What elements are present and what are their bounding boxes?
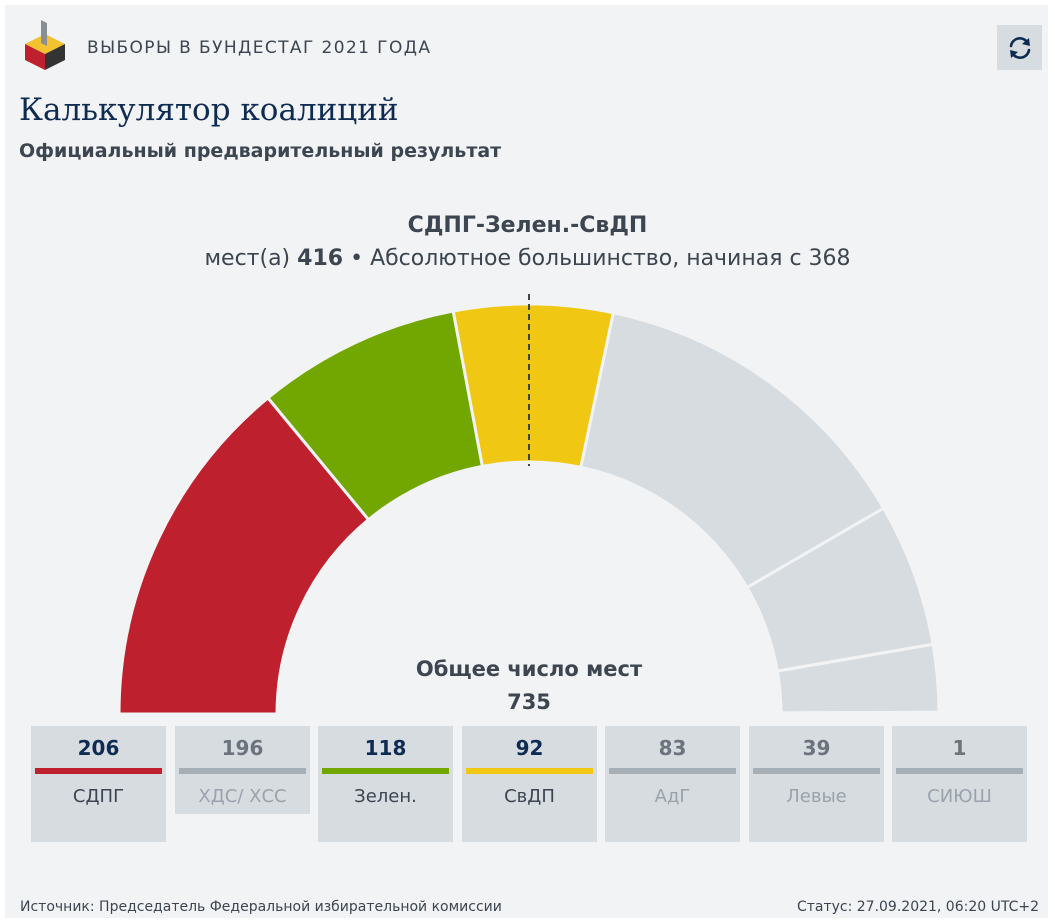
party-seats: 206 xyxy=(77,736,120,760)
party-name: Левые xyxy=(786,786,847,807)
party-color-bar xyxy=(609,768,736,774)
party-card-greens[interactable]: 118 Зелен. xyxy=(318,726,453,842)
party-card-fdp[interactable]: 92 СвДП xyxy=(462,726,597,842)
party-name: АдГ xyxy=(654,786,691,807)
party-name: СДПГ xyxy=(72,786,125,807)
footer-status: Статус: 27.09.2021, 06:20 UTC+2 xyxy=(796,899,1039,915)
seat-arc-СДПГ[interactable] xyxy=(117,395,371,716)
coalition-info: мест(а) 416 • Абсолютное большинство, на… xyxy=(0,246,1055,271)
footer-source: Источник: Председатель Федеральной избир… xyxy=(20,899,502,915)
coalition-seats: 416 xyxy=(297,246,344,271)
party-seats: 83 xyxy=(658,736,687,760)
party-card-left[interactable]: 39 Левые xyxy=(749,726,884,842)
party-seats: 1 xyxy=(952,736,967,760)
party-card-cdu-csu[interactable]: 196 ХДС/ ХСС xyxy=(175,726,310,814)
party-card-spd[interactable]: 206 СДПГ xyxy=(31,726,166,842)
seat-arc-ХДС/ ХСС[interactable] xyxy=(579,311,886,590)
page-subtitle: Официальный предварительный результат xyxy=(19,140,502,162)
party-color-bar xyxy=(179,768,306,774)
party-seats: 92 xyxy=(515,736,544,760)
party-color-bar xyxy=(896,768,1023,774)
party-name: ХДС/ ХСС xyxy=(198,786,287,807)
total-seats-value: 735 xyxy=(507,690,551,714)
party-seats: 196 xyxy=(221,736,264,760)
ballot-box-logo-icon xyxy=(25,20,65,70)
party-color-bar xyxy=(466,768,593,774)
seat-arc-СИЮШ[interactable] xyxy=(779,710,941,716)
party-color-bar xyxy=(35,768,162,774)
party-seats: 118 xyxy=(364,736,407,760)
total-seats-label: Общее число мест xyxy=(415,657,643,681)
refresh-icon xyxy=(1009,36,1030,59)
party-card-afd[interactable]: 83 АдГ xyxy=(605,726,740,842)
page-title: Калькулятор коалиций xyxy=(19,92,399,128)
party-color-bar xyxy=(753,768,880,774)
coalition-seats-label: мест(а) xyxy=(204,246,291,271)
party-name: СИЮШ xyxy=(927,786,992,807)
party-card-ssw[interactable]: 1 СИЮШ xyxy=(892,726,1027,842)
coalition-majority-text: • Абсолютное большинство, начиная с 368 xyxy=(350,246,851,271)
party-name: СвДП xyxy=(504,786,555,807)
party-name: Зелен. xyxy=(354,786,417,807)
party-color-bar xyxy=(322,768,449,774)
refresh-button[interactable] xyxy=(997,25,1042,70)
header-title: ВЫБОРЫ В БУНДЕСТАГ 2021 ГОДА xyxy=(87,38,432,58)
party-seats: 39 xyxy=(802,736,831,760)
coalition-name: СДПГ-Зелен.-СвДП xyxy=(407,213,648,238)
